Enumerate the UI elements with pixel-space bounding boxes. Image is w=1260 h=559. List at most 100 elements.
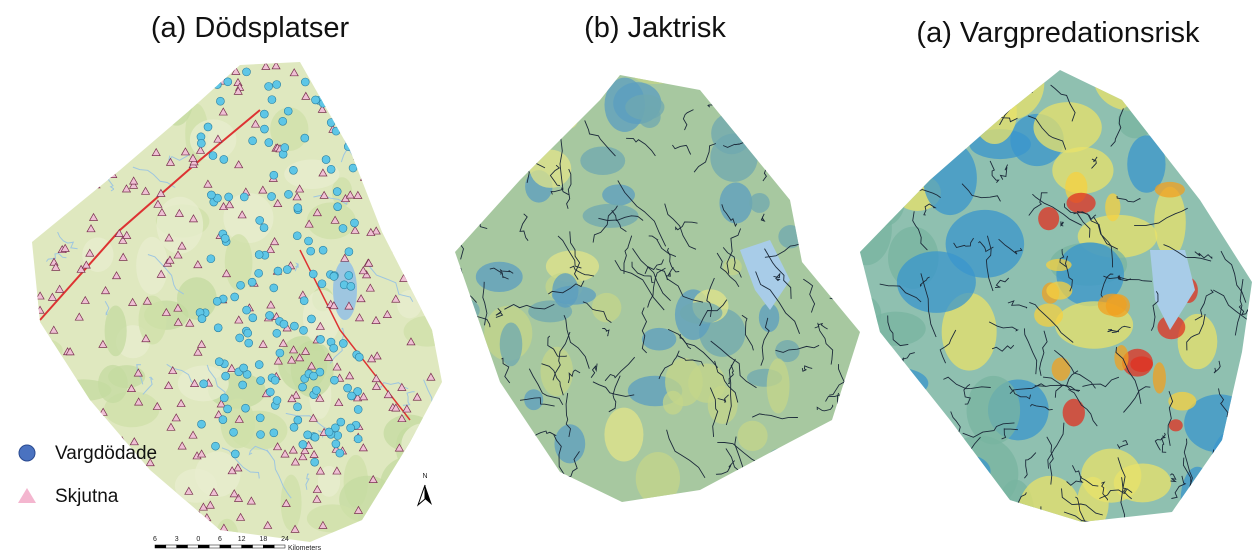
shot-marker xyxy=(332,108,340,115)
wolf-marker xyxy=(345,271,353,279)
terrain xyxy=(16,331,45,381)
terrain xyxy=(436,297,480,324)
terrain xyxy=(923,141,977,215)
river xyxy=(470,468,515,500)
terrain xyxy=(840,192,892,266)
shot-marker xyxy=(56,429,64,436)
scale-segment xyxy=(220,545,231,548)
shot-marker xyxy=(75,171,83,178)
shot-marker xyxy=(121,511,129,518)
scale-label: 6 xyxy=(218,536,222,543)
shot-marker xyxy=(140,475,148,482)
wolf-marker xyxy=(332,127,340,135)
river xyxy=(15,164,34,183)
river xyxy=(387,81,427,87)
wolf-marker xyxy=(301,78,309,86)
shot-marker xyxy=(38,515,46,522)
river xyxy=(31,106,42,125)
shot-marker xyxy=(144,81,152,88)
wolf-marker xyxy=(279,117,287,125)
terrain xyxy=(482,155,513,183)
terrain xyxy=(1093,42,1170,111)
terrain xyxy=(105,306,127,357)
wolf-marker xyxy=(289,166,297,174)
river xyxy=(220,533,234,546)
terrain xyxy=(1063,399,1085,427)
terrain xyxy=(636,452,680,505)
wolf-marker xyxy=(260,224,268,232)
terrain xyxy=(493,61,532,96)
terrain xyxy=(1174,151,1188,164)
terrain xyxy=(940,454,990,488)
scale-segment xyxy=(188,545,199,548)
shot-marker xyxy=(67,66,75,73)
river xyxy=(125,136,132,148)
shot-marker xyxy=(377,134,385,141)
wolf-marker xyxy=(322,156,330,164)
river xyxy=(961,499,989,509)
scale-segment xyxy=(253,545,264,548)
wolf-marker xyxy=(311,433,319,441)
terrain xyxy=(1018,476,1082,551)
river xyxy=(1230,105,1247,111)
shot-marker xyxy=(75,164,83,171)
river xyxy=(473,184,478,204)
river xyxy=(809,138,851,170)
wolf-marker xyxy=(336,449,344,457)
river xyxy=(530,485,556,522)
shot-marker xyxy=(426,255,434,262)
wolf-marker xyxy=(265,139,273,147)
river xyxy=(903,103,907,111)
wolf-marker xyxy=(207,255,215,263)
wolf-marker xyxy=(268,192,276,200)
wolf-marker xyxy=(290,322,298,330)
wolf-marker xyxy=(333,91,341,99)
shot-marker xyxy=(326,62,334,69)
river xyxy=(487,446,524,512)
scale-label: 18 xyxy=(259,536,267,543)
terrain xyxy=(1105,193,1120,221)
wolf-marker xyxy=(349,164,357,172)
north-arrow: N xyxy=(418,473,432,505)
terrain xyxy=(835,244,862,294)
terrain xyxy=(777,448,799,492)
terrain xyxy=(632,64,679,84)
scale-segment xyxy=(231,545,242,548)
map-a xyxy=(0,50,460,559)
shot-marker xyxy=(360,173,368,180)
shot-marker xyxy=(417,79,425,86)
terrain xyxy=(13,51,50,75)
wolf-marker xyxy=(294,204,302,212)
river xyxy=(794,111,844,154)
wolf-marker xyxy=(334,203,342,211)
shot-marker xyxy=(377,150,385,157)
terrain xyxy=(530,150,571,188)
wolf-marker xyxy=(319,246,327,254)
scale-unit: Kilometers xyxy=(288,545,322,552)
wolf-marker xyxy=(299,383,307,391)
wolf-marker xyxy=(330,272,338,280)
shot-marker xyxy=(146,515,154,522)
wolf-marker xyxy=(204,123,212,131)
terrain xyxy=(746,78,763,108)
river xyxy=(887,164,899,183)
shot-marker xyxy=(44,167,52,174)
shot-marker xyxy=(151,79,159,86)
wolf-marker xyxy=(255,269,263,277)
wolf-marker xyxy=(309,270,317,278)
river xyxy=(864,420,889,430)
shot-marker xyxy=(106,513,114,520)
wolf-marker xyxy=(242,404,250,412)
river xyxy=(83,107,90,119)
legend-label: Skjutna xyxy=(55,486,119,507)
river xyxy=(939,91,950,101)
shot-marker xyxy=(143,520,151,527)
terrain xyxy=(829,461,846,514)
river xyxy=(885,72,893,75)
terrain xyxy=(380,457,436,512)
river xyxy=(690,490,714,529)
terrain xyxy=(519,92,555,111)
wolf-marker xyxy=(266,388,274,396)
river xyxy=(440,366,468,414)
map-b xyxy=(436,59,881,559)
